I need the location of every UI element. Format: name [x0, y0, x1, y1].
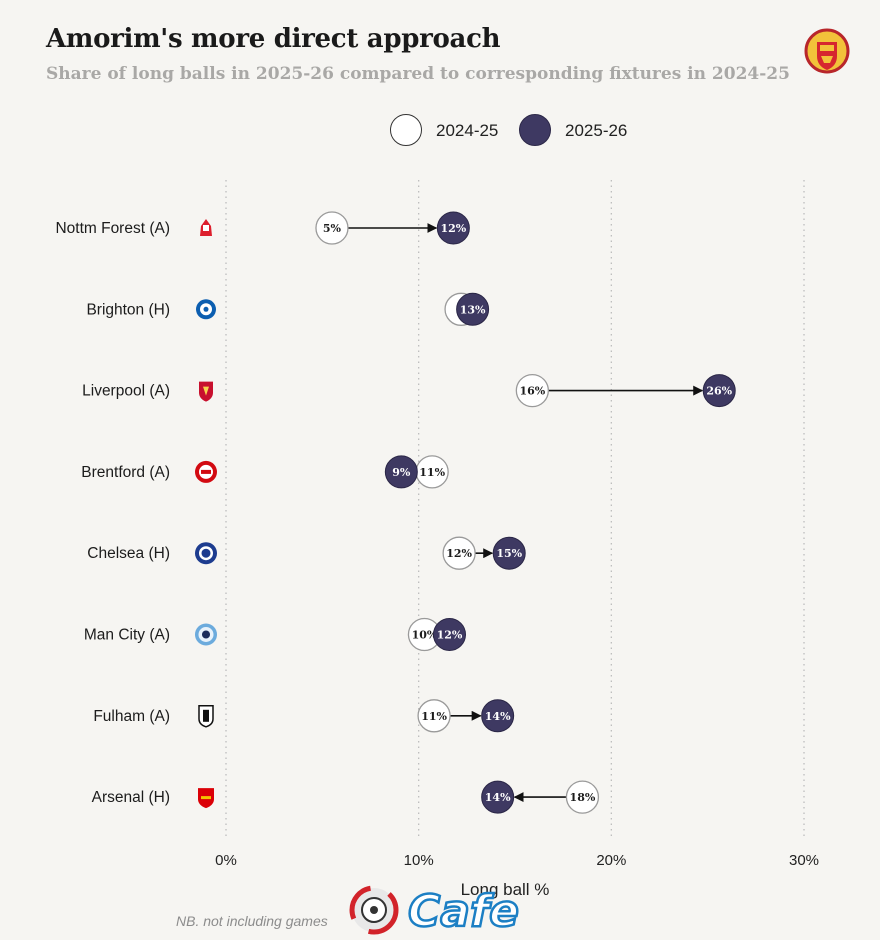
point-2025-26	[481, 699, 515, 733]
data-label-2024-25: 11%	[421, 710, 447, 723]
liverpool-crest-icon	[199, 381, 213, 402]
man-united-crest-icon	[804, 28, 850, 74]
point-2024-25	[515, 373, 549, 408]
chelsea-crest-icon	[195, 542, 217, 565]
data-label-2024-25: 10%	[412, 629, 438, 642]
fixture-label: Nottm Forest (A)	[55, 220, 170, 237]
point-2025-26	[384, 455, 418, 489]
x-tick-label: 10%	[404, 852, 434, 869]
fixture-label: Fulham (A)	[93, 708, 170, 725]
data-label-2025-26: 14%	[485, 710, 511, 723]
data-label-2024-25: 12%	[446, 547, 472, 560]
fixture-label: Arsenal (H)	[92, 789, 170, 806]
fixture-label: Man City (A)	[84, 627, 170, 644]
x-tick-label: 30%	[789, 852, 819, 869]
data-label-2024-25: 11%	[419, 466, 445, 479]
fulham-crest-icon	[198, 705, 214, 728]
point-2024-25	[442, 536, 476, 570]
data-label-2025-26: 14%	[485, 791, 511, 804]
point-2024-25	[315, 211, 349, 245]
point-2024-25	[417, 699, 451, 733]
data-label-2024-25: 16%	[519, 385, 545, 398]
data-label-2025-26: 9%	[392, 466, 411, 479]
point-2025-26	[492, 536, 526, 570]
footnote: NB. not including games	[176, 913, 328, 929]
man-city-crest-icon	[195, 623, 217, 646]
fixture-label: Liverpool (A)	[82, 383, 170, 400]
fixture-label: Brentford (A)	[81, 464, 170, 481]
data-label-2025-26: 26%	[706, 385, 732, 398]
brighton-crest-icon	[196, 299, 216, 320]
cafe-watermark-logo: Cafe	[349, 885, 520, 938]
point-2025-26	[702, 374, 736, 408]
watermark-text: Cafe	[408, 886, 519, 937]
fixture-label: Brighton (H)	[86, 301, 170, 318]
legend-swatch-2025-26	[519, 114, 551, 146]
data-label-2025-26: 12%	[440, 222, 466, 235]
legend-label-2025-26: 2025-26	[565, 121, 628, 140]
point-2025-26	[456, 292, 490, 326]
arsenal-crest-icon	[198, 788, 214, 809]
point-2025-26	[481, 780, 515, 814]
x-tick-label: 20%	[596, 852, 626, 869]
data-label-2025-26: 12%	[437, 629, 463, 642]
legend-label-2024-25: 2024-25	[436, 121, 499, 140]
brentford-crest-icon	[195, 460, 217, 483]
fixture-label: Chelsea (H)	[87, 545, 170, 562]
chart-subtitle: Share of long balls in 2025-26 compared …	[46, 64, 790, 84]
data-label-2025-26: 15%	[496, 547, 522, 560]
nottm-forest-crest-icon	[200, 219, 212, 236]
data-label-2024-25: 5%	[323, 222, 342, 235]
legend-swatch-2024-25	[390, 114, 422, 146]
x-axis-label: Long ball %	[461, 880, 550, 899]
x-tick-label: 0%	[215, 852, 237, 869]
point-2025-26	[436, 211, 470, 245]
point-2025-26	[432, 618, 466, 651]
point-2024-25	[565, 780, 600, 814]
legend: 2024-25 2025-26	[0, 112, 880, 156]
chart-title: Amorim's more direct approach	[46, 24, 501, 54]
data-label-2024-25: 18%	[570, 791, 596, 804]
data-label-2025-26: 13%	[460, 303, 486, 316]
